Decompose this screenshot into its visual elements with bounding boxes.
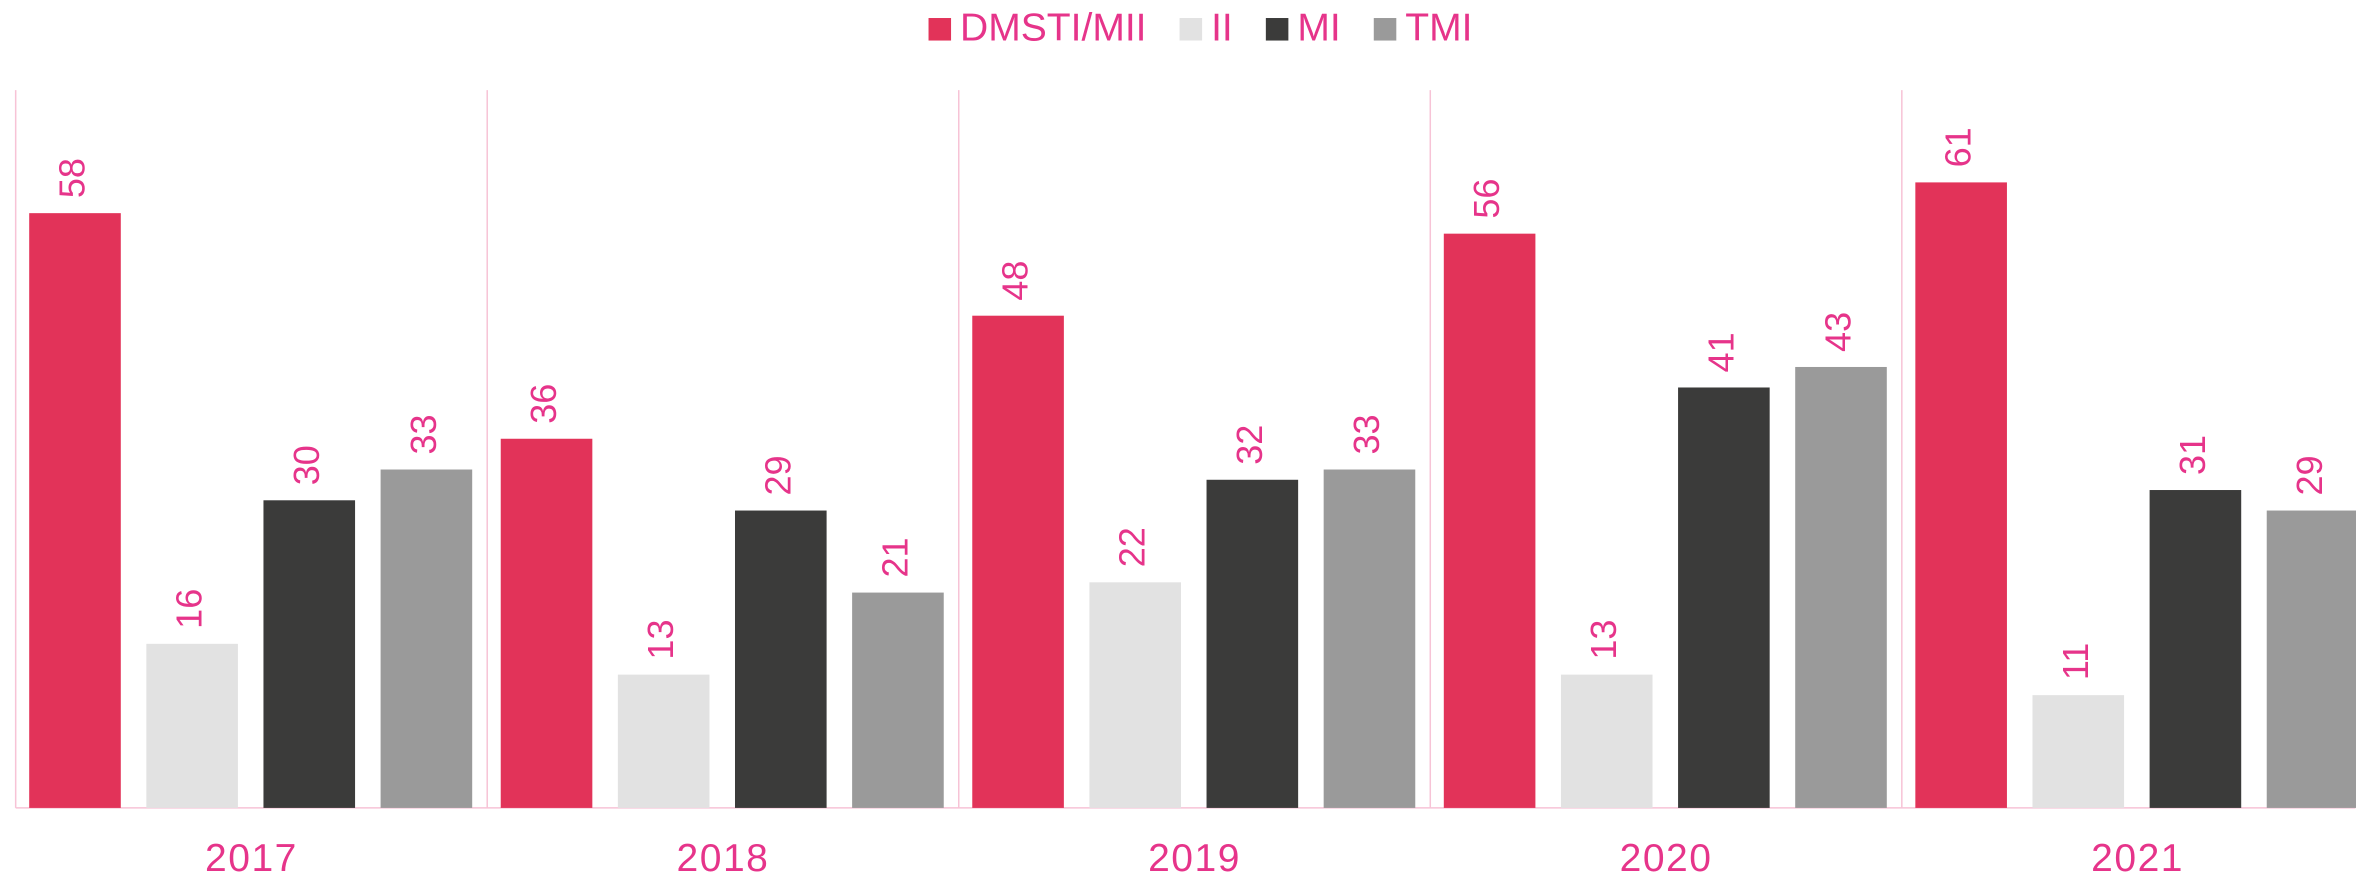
bar <box>500 438 593 808</box>
data-label: 36 <box>523 384 564 424</box>
data-label: 21 <box>874 537 915 577</box>
bar <box>1678 387 1770 808</box>
bar <box>1560 674 1653 808</box>
data-label: 48 <box>995 261 1036 301</box>
x-tick-label: 2018 <box>677 837 770 880</box>
legend-swatch <box>1265 18 1289 41</box>
bar <box>2266 510 2356 808</box>
x-tick-label: 2019 <box>1148 837 1241 880</box>
legend-label: II <box>1211 6 1233 49</box>
x-tick-label: 2020 <box>1620 837 1713 880</box>
bar <box>734 510 827 808</box>
bar <box>1206 479 1299 808</box>
bar <box>852 592 944 808</box>
data-label: 56 <box>1466 179 1507 219</box>
bar <box>1795 366 1887 808</box>
bar <box>972 315 1064 808</box>
data-label: 43 <box>1818 312 1859 352</box>
bar <box>1915 182 2007 808</box>
bar <box>1089 582 1182 808</box>
legend-label: TMI <box>1405 6 1472 49</box>
legend: DMSTI/MII II MI TMI <box>928 6 1473 49</box>
legend-swatch <box>1373 18 1397 41</box>
data-label: 41 <box>1700 332 1741 372</box>
bar <box>617 674 710 808</box>
data-label: 33 <box>1346 414 1387 454</box>
data-label: 33 <box>403 414 444 454</box>
data-label: 61 <box>1938 127 1979 167</box>
x-tick-label: 2017 <box>205 837 298 880</box>
legend-label: DMSTI/MII <box>960 6 1146 49</box>
data-label: 29 <box>757 455 798 495</box>
data-label: 11 <box>2055 643 2096 680</box>
data-label: 16 <box>169 589 210 629</box>
data-label: 13 <box>640 620 681 660</box>
bar <box>146 643 238 808</box>
data-label: 31 <box>2172 435 2213 475</box>
legend-swatch <box>1179 18 1203 41</box>
bar <box>380 469 473 808</box>
legend-label: MI <box>1297 6 1340 49</box>
legend-swatch <box>928 18 952 41</box>
data-label: 13 <box>1583 620 1624 660</box>
bar <box>1323 469 1416 808</box>
bar <box>2032 695 2125 808</box>
x-tick-label: 2021 <box>2091 837 2184 880</box>
data-label: 58 <box>52 158 93 198</box>
bar <box>2149 490 2242 808</box>
bar <box>29 213 121 808</box>
bar <box>263 500 356 808</box>
data-label: 22 <box>1112 527 1153 567</box>
data-label: 29 <box>2289 455 2330 495</box>
bar <box>1443 233 1536 808</box>
data-label: 30 <box>286 445 327 485</box>
data-label: 32 <box>1229 425 1270 465</box>
